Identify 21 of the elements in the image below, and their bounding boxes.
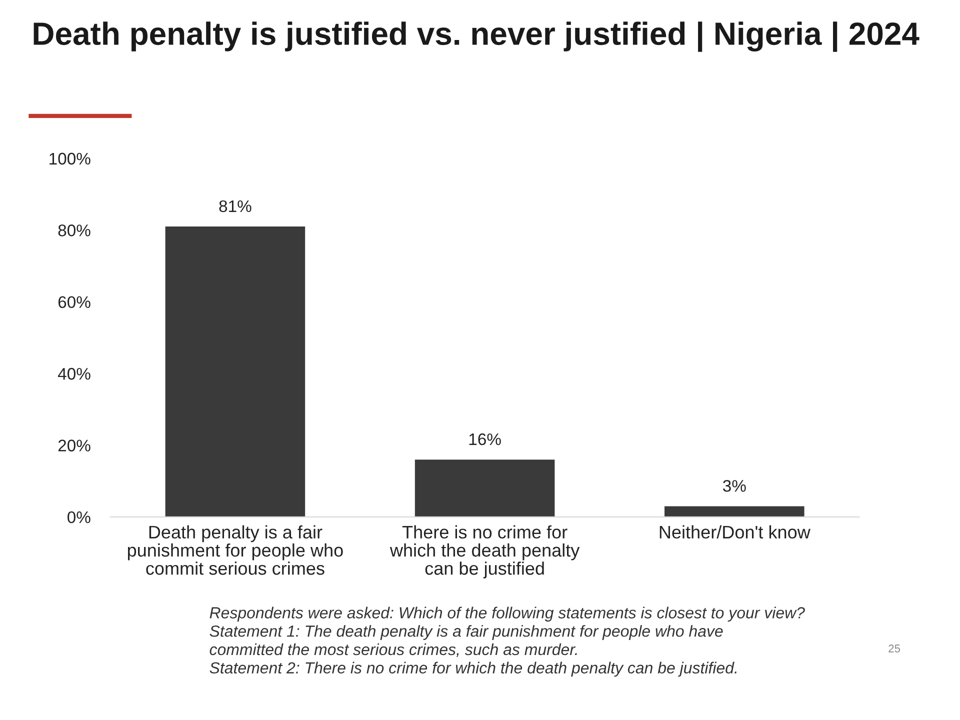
y-tick-label: 60% [58,296,90,308]
chart-title: Death penalty is justified vs. never justified | Nigeria | 2024 [34,22,920,52]
bar [414,460,555,517]
x-tick-label: Death penalty is a fair punishment for people who commit serious crimes [128,525,343,575]
y-tick-label: 80% [58,224,90,236]
bar [664,506,804,517]
bar [165,226,306,517]
data-label: 81% [219,200,252,212]
y-tick-label: 100% [50,152,90,165]
text: Respondents were asked: Which of the following statements is closest to your view? [210,606,805,622]
data-label: 16% [469,433,501,446]
text: Statement 1: The death penalty is a fair punishment for people who have [210,625,723,640]
text: 25 [888,644,900,652]
x-tick-label: There is no crime for which the death penalty can be justified [390,525,580,578]
data-label: 3% [722,480,746,492]
y-tick-label: 20% [58,440,90,452]
y-tick-label: 0% [68,511,90,524]
text: committed the most serious crimes, such as murder. [210,643,577,658]
text: Statement 2: There is no crime for which the death penalty can be justified. [210,662,736,677]
x-tick-label: Neither/Don't know [660,525,810,539]
y-tick-label: 40% [58,368,90,380]
